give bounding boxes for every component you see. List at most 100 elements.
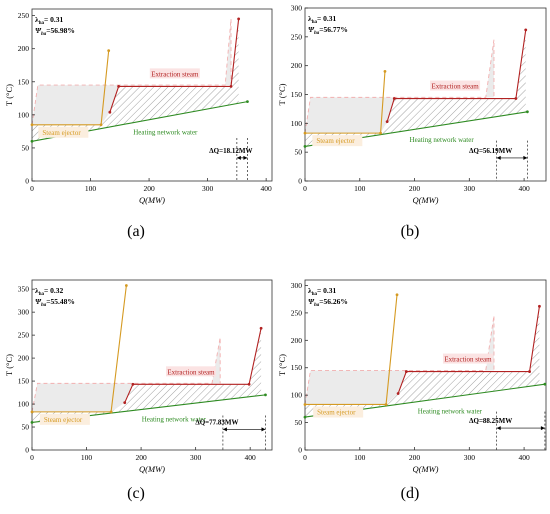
extraction-steam-label: Extraction steam: [431, 83, 479, 91]
y-tick-label: 200: [291, 336, 303, 345]
x-tick-label: 300: [464, 453, 476, 462]
ejector-label-bg: [39, 413, 90, 425]
y-tick-label: 0: [298, 177, 302, 186]
y-tick-label: 250: [18, 331, 30, 340]
series-steam-ejector-point: [30, 410, 34, 414]
y-tick-label: 150: [291, 90, 303, 99]
shaded-region: [32, 18, 232, 125]
y-tick-label: 50: [22, 143, 30, 152]
reference-dashed-outline: [31, 18, 232, 125]
y-tick-label: 200: [291, 61, 303, 70]
panel-label: (d): [401, 485, 420, 502]
extraction-label-bg: [442, 353, 493, 364]
chart-panel-4: 0 100 200 300 400 0 50 100 150 200 250 300 Q(MW) T (°…: [277, 279, 547, 502]
dq-arrowhead-left: [496, 155, 501, 160]
extraction-steam-label: Extraction steam: [151, 70, 199, 78]
extraction-steam-label: Extraction steam: [444, 356, 492, 364]
plot-frame: [31, 8, 273, 182]
steam-ejector-label: Steam ejector: [317, 408, 356, 416]
plot-frame: [31, 279, 273, 451]
y-tick-label: 100: [291, 391, 303, 400]
hatched-region: [32, 18, 239, 142]
shaded-region: [305, 315, 494, 405]
series-extraction-steam-point: [385, 120, 389, 124]
x-axis-label: Q(MW): [413, 195, 439, 205]
x-tick-label: 100: [354, 453, 366, 462]
heating-network-water-label: Heating network water: [410, 136, 475, 144]
reference-dashed-outline: [304, 39, 495, 134]
x-axis-label: Q(MW): [413, 464, 439, 474]
series-extraction-steam-point: [108, 110, 112, 114]
lambda-annotation: λha= 0.31: [308, 286, 336, 297]
series-extraction-steam: [386, 29, 527, 122]
psi-annotation: Ψha=56.77%: [308, 25, 348, 36]
series-extraction-steam-point: [404, 370, 408, 373]
y-tick-label: 150: [18, 377, 30, 386]
delta-q-label: ΔQ=18.12MW: [209, 147, 252, 155]
series-steam-ejector-point: [30, 123, 34, 127]
series-extraction-steam-point: [524, 28, 528, 32]
chart-panel-2: 0 100 200 300 400 0 50 100 150 200 250 300 Q(MW) T (°…: [277, 4, 547, 240]
series-extraction-steam: [397, 306, 540, 394]
x-tick-label: 400: [261, 184, 273, 193]
series-steam-ejector-point: [124, 284, 128, 287]
series-extraction-steam-point: [514, 97, 518, 100]
extraction-label-bg: [430, 80, 481, 91]
x-tick-label: 0: [303, 453, 307, 462]
x-tick-label: 100: [81, 453, 93, 462]
y-tick-label: 50: [22, 423, 30, 432]
shaded-region: [32, 337, 221, 412]
series-network-water-point: [264, 393, 267, 397]
heating-network-water-label: Heating network water: [133, 129, 198, 137]
y-tick-label: 0: [25, 446, 29, 455]
y-tick-label: 350: [18, 285, 30, 294]
dq-arrowhead-left: [222, 427, 227, 432]
series-steam-ejector-point: [383, 70, 387, 73]
hatched-region: [32, 328, 262, 423]
ejector-label-bg: [312, 135, 363, 147]
series-extraction-steam-point: [229, 85, 233, 88]
y-tick-label: 250: [291, 308, 303, 317]
panel-label: (c): [127, 485, 145, 502]
extraction-label-bg: [149, 68, 200, 79]
series-extraction-steam-point: [528, 370, 531, 373]
steam-ejector-label: Steam ejector: [42, 129, 81, 137]
panel-label: (a): [127, 223, 145, 240]
plot-frame: [304, 279, 547, 451]
series-network-water-point: [543, 382, 547, 386]
series-steam-ejector-point: [303, 403, 307, 406]
series-extraction-steam-point: [123, 401, 127, 405]
series-extraction-steam-point: [117, 85, 121, 88]
hatched-region: [305, 29, 526, 147]
extraction-label-bg: [166, 366, 216, 377]
lambda-annotation: λha= 0.31: [35, 15, 63, 26]
reference-dashed-outline: [31, 337, 221, 412]
delta-q-label: ΔQ=56.19MW: [469, 147, 512, 155]
ejector-label-bg: [313, 406, 364, 418]
x-tick-label: 200: [409, 184, 421, 193]
series-extraction-steam: [124, 328, 262, 403]
series-extraction-steam-point: [392, 97, 396, 100]
series-network-water-point: [303, 145, 307, 148]
series-network-water-point: [30, 139, 34, 143]
y-tick-label: 300: [291, 4, 303, 13]
dq-arrowhead-right: [261, 427, 266, 432]
steam-ejector-label: Steam ejector: [44, 416, 83, 424]
x-tick-label: 100: [85, 184, 97, 193]
y-tick-label: 100: [18, 110, 30, 119]
x-tick-label: 400: [518, 184, 530, 193]
series-steam-ejector-point: [379, 131, 382, 135]
y-tick-label: 50: [295, 148, 303, 157]
y-axis-label: T (°C): [277, 83, 287, 105]
x-tick-label: 200: [409, 453, 421, 462]
y-tick-label: 250: [291, 32, 303, 41]
psi-annotation: Ψha=56.98%: [35, 26, 75, 37]
dq-arrowhead-left: [236, 155, 241, 160]
psi-annotation: Ψha=55.48%: [35, 297, 75, 308]
x-tick-label: 0: [30, 453, 34, 462]
series-network-water-point: [525, 110, 529, 114]
series-steam-ejector-point: [109, 410, 113, 414]
heating-network-water-label: Heating network water: [142, 415, 207, 423]
hatched-region: [305, 306, 540, 418]
